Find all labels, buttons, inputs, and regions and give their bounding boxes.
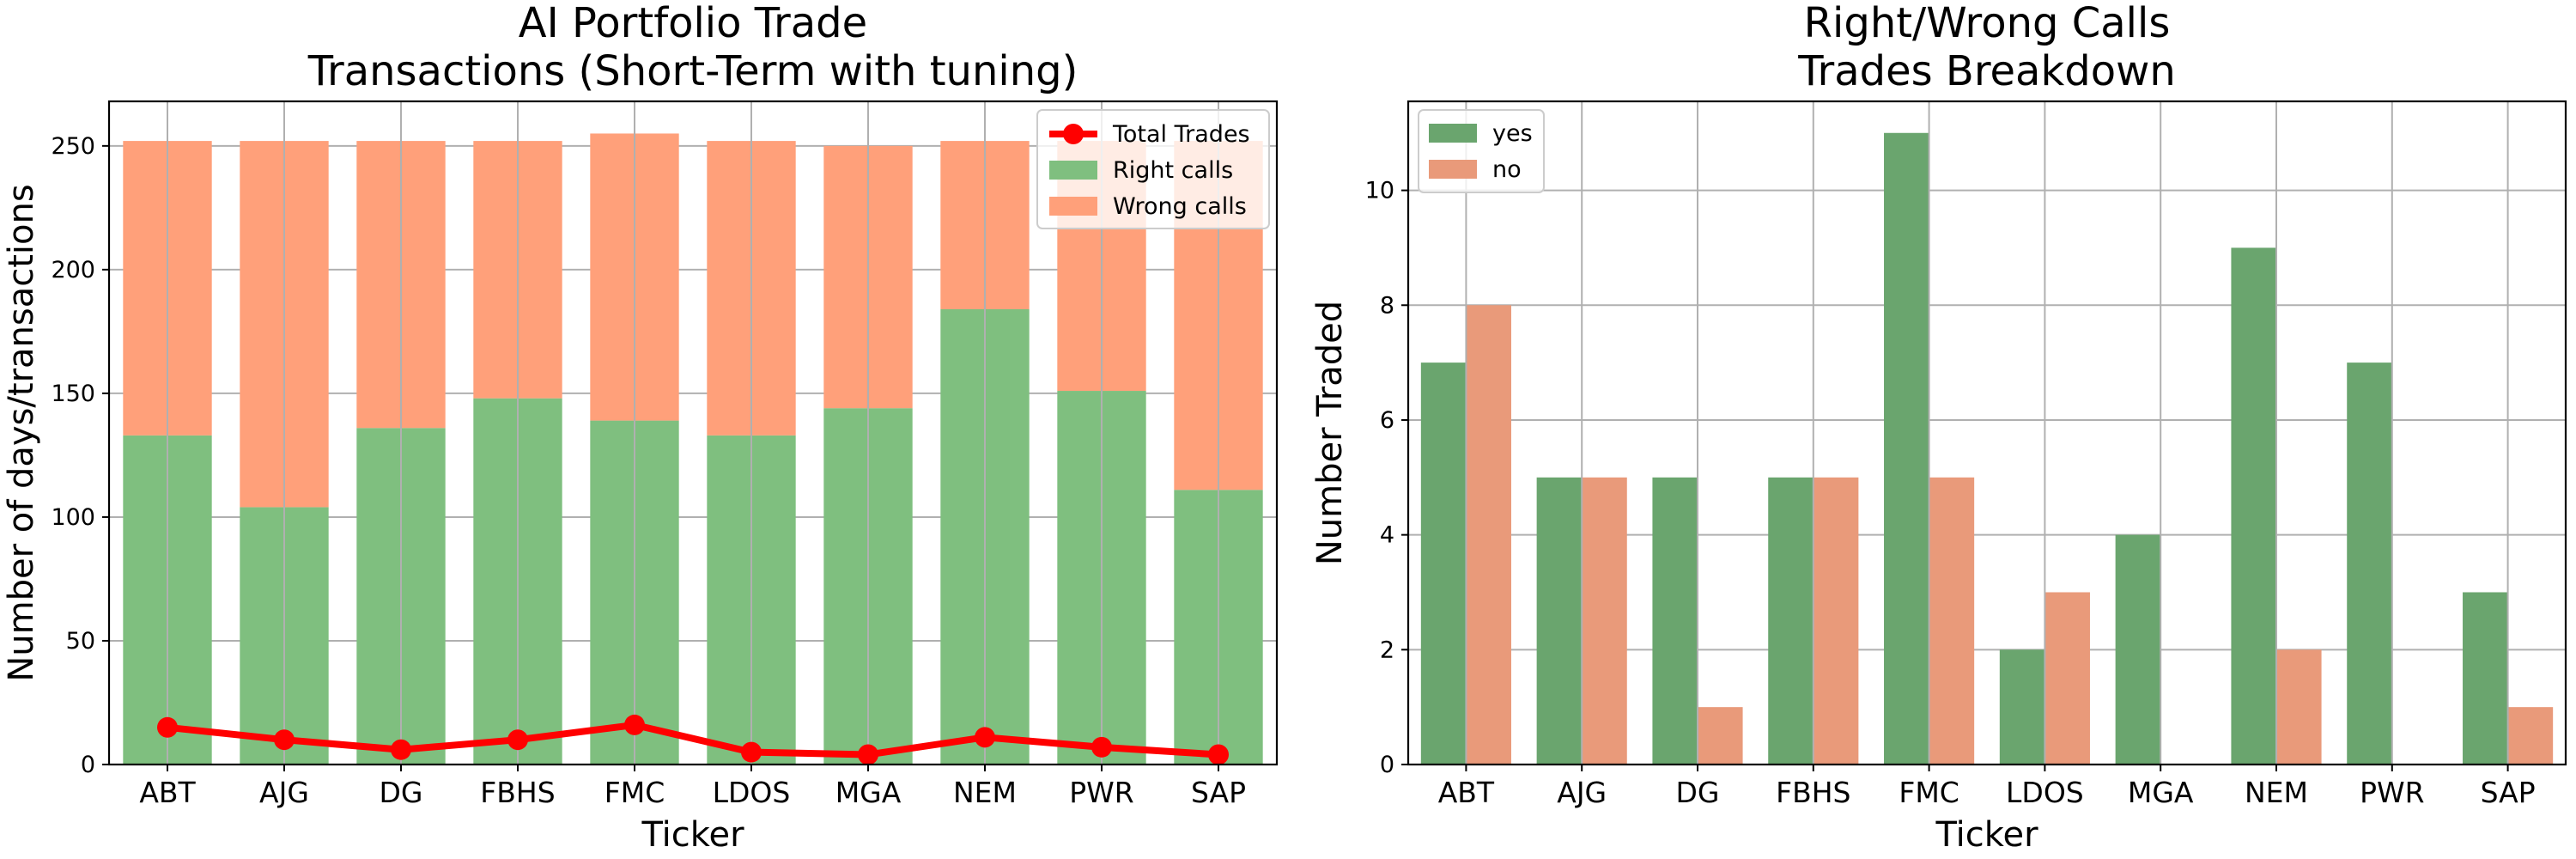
y-tick-label: 8 — [1380, 292, 1394, 319]
y-tick-label: 6 — [1380, 407, 1394, 434]
bar-no — [2044, 592, 2090, 765]
point-total-trades — [858, 744, 878, 765]
x-tick-label: ABT — [139, 776, 196, 809]
point-total-trades — [1091, 736, 1112, 758]
bar-no — [2507, 707, 2554, 765]
chart-title-line: AI Portfolio Trade — [519, 0, 867, 47]
legend-label: no — [1492, 156, 1522, 183]
bar-yes — [1999, 649, 2045, 765]
x-tick-label: LDOS — [713, 776, 791, 809]
legend-bar-swatch — [1429, 124, 1477, 143]
x-tick-label: PWR — [1069, 776, 1133, 809]
x-tick-label: PWR — [2360, 776, 2424, 809]
y-tick-label: 0 — [81, 752, 95, 778]
y-tick-label: 100 — [51, 504, 95, 531]
x-tick-label: SAP — [2481, 776, 2536, 809]
y-tick-label: 150 — [51, 381, 95, 407]
x-tick-label: MGA — [2128, 776, 2194, 809]
chart-title-line: Transactions (Short-Term with tuning) — [307, 47, 1078, 95]
chart-2: 0 2 4 6 8 10 ABT AJG DG FBHS FMC LDOS MGA NEM PWR SAP Ti… — [1310, 0, 2567, 855]
bar-yes — [1768, 477, 1814, 765]
x-tick-label: FBHS — [480, 776, 555, 809]
chart-1: 0 50 100 150 200 250 ABT AJG DG FBHS FMC LDOS MGA NEM… — [2, 0, 1279, 855]
point-total-trades — [624, 714, 645, 735]
line-total-trades — [167, 721, 1219, 758]
x-tick-label: DG — [380, 776, 423, 809]
legend-label: yes — [1492, 120, 1533, 147]
point-total-trades — [274, 729, 295, 751]
y-tick-label: 4 — [1380, 522, 1394, 549]
y-tick-label: 10 — [1365, 178, 1394, 204]
bar-yes — [2463, 592, 2508, 765]
x-axis-label: Ticker — [641, 815, 744, 855]
bar-yes — [1652, 477, 1698, 765]
bar-yes — [1536, 477, 1583, 765]
bar-no — [1466, 305, 1511, 765]
legend-bar-swatch — [1049, 197, 1097, 216]
legend-label: Wrong calls — [1113, 193, 1247, 220]
bar-yes — [1420, 362, 1467, 765]
point-total-trades — [391, 739, 411, 760]
x-tick-label: AJG — [1557, 776, 1607, 809]
bar-yes — [2347, 362, 2392, 765]
point-total-trades — [1208, 744, 1229, 765]
x-tick-label: NEM — [2245, 776, 2308, 809]
y-tick-label: 50 — [66, 628, 95, 655]
legend-label: Total Trades — [1112, 121, 1250, 148]
point-total-trades — [975, 727, 995, 748]
axes-frame — [1406, 100, 2567, 766]
x-axis-label: Ticker — [1935, 815, 2038, 855]
bar-yes — [2115, 534, 2161, 765]
bar-no — [2276, 649, 2322, 765]
x-tick-label: LDOS — [2006, 776, 2084, 809]
y-axis-label: Number of days/transactions — [2, 184, 41, 681]
y-tick-label: 2 — [1380, 637, 1394, 663]
x-tick-label: FBHS — [1776, 776, 1850, 809]
x-tick-label: MGA — [835, 776, 902, 809]
bar-yes — [2231, 247, 2276, 765]
x-tick-label: DG — [1676, 776, 1720, 809]
x-tick-label: ABT — [1438, 776, 1495, 809]
chart-title-line: Right/Wrong Calls — [1804, 0, 2171, 47]
x-tick-label: FMC — [605, 776, 665, 809]
x-tick-label: SAP — [1191, 776, 1246, 809]
y-tick-label: 0 — [1380, 752, 1394, 778]
bar-no — [1582, 477, 1627, 765]
point-total-trades — [157, 716, 178, 738]
bar-no — [1813, 477, 1859, 765]
legend-marker-swatch — [1063, 124, 1084, 144]
x-tick-label: NEM — [953, 776, 1017, 809]
x-tick-label: AJG — [259, 776, 309, 809]
bar-yes — [1884, 132, 1929, 765]
bar-no — [1698, 707, 1743, 765]
y-tick-label: 200 — [51, 257, 95, 283]
y-axis-label: Number Traded — [1310, 301, 1350, 565]
bar-no — [1929, 477, 1975, 765]
point-total-trades — [507, 729, 528, 751]
point-total-trades — [741, 741, 762, 763]
chart-title-line: Trades Breakdown — [1797, 47, 2176, 95]
legend-label: Right calls — [1113, 157, 1233, 184]
y-tick-label: 250 — [51, 133, 95, 160]
x-tick-label: FMC — [1899, 776, 1959, 809]
legend-bar-swatch — [1049, 161, 1097, 180]
axes-frame — [107, 100, 1279, 766]
legend-bar-swatch — [1429, 160, 1477, 179]
